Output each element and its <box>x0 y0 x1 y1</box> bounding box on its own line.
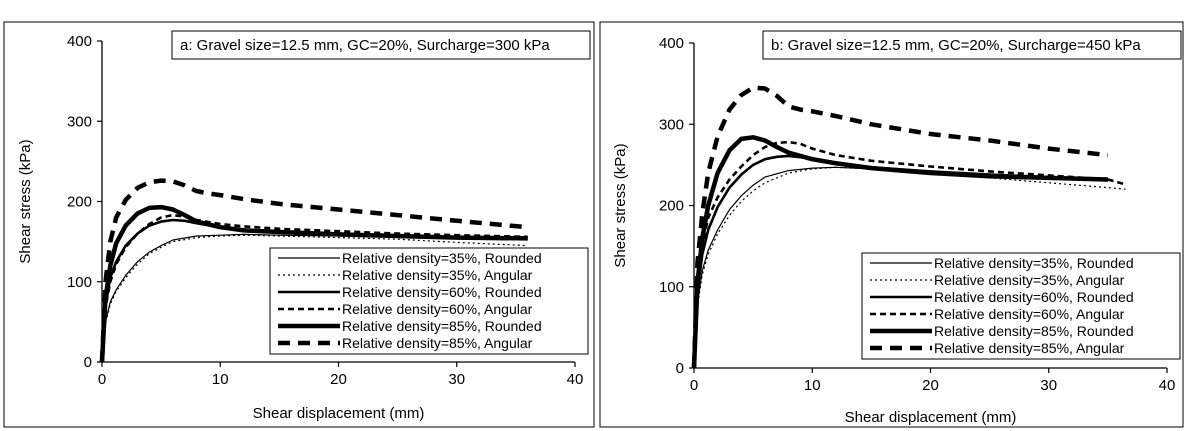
y-tick-label: 100 <box>67 274 92 291</box>
x-tick-label: 10 <box>804 377 821 394</box>
y-tick-label: 0 <box>676 360 684 377</box>
x-tick-label: 10 <box>212 371 229 388</box>
panel-title-box <box>762 30 1182 60</box>
panel-frame <box>3 21 595 428</box>
legend-label-6: Relative density=85%, Angular <box>934 340 1125 356</box>
panel-title-box <box>171 30 591 60</box>
x-axis-title: Shear displacement (mm) <box>253 405 425 422</box>
y-tick-label: 300 <box>67 113 92 130</box>
series-line-5 <box>691 135 1108 369</box>
series-line-5 <box>99 204 528 363</box>
chart-panel-a: 0 100 200 300 400 0 10 20 30 40 Shear displacement… <box>3 21 595 428</box>
x-tick-label: 0 <box>690 377 698 394</box>
legend-label-5: Relative density=85%, Rounded <box>934 323 1134 339</box>
x-tick-label: 30 <box>448 371 465 388</box>
legend-label-4: Relative density=60%, Angular <box>342 301 533 317</box>
chart-panel-b: 0 100 200 300 400 0 10 20 30 40 Shear displacement… <box>599 21 1184 428</box>
series-line-4 <box>100 213 528 363</box>
legend-box <box>269 247 589 355</box>
x-tick-label: 20 <box>922 377 939 394</box>
legend-box <box>861 252 1181 360</box>
legend-label-2: Relative density=35%, Angular <box>342 267 533 283</box>
y-tick-label: 400 <box>67 33 92 50</box>
y-tick-label: 200 <box>67 194 92 211</box>
series-line-6 <box>99 178 528 363</box>
x-tick-label: 30 <box>1040 377 1057 394</box>
x-tick-label: 40 <box>1159 377 1176 394</box>
legend-label-3: Relative density=60%, Rounded <box>934 289 1134 305</box>
series-line-6 <box>691 85 1109 369</box>
legend-label-5: Relative density=85%, Rounded <box>342 318 542 334</box>
y-tick-label: 400 <box>659 35 684 52</box>
x-tick-label: 20 <box>330 371 347 388</box>
legend-label-1: Relative density=35%, Rounded <box>934 255 1134 271</box>
legend-label-1: Relative density=35%, Rounded <box>342 250 542 266</box>
x-axis-title: Shear displacement (mm) <box>845 409 1017 426</box>
x-tick-label: 0 <box>98 371 106 388</box>
panel-title: a: Gravel size=12.5 mm, GC=20%, Surcharg… <box>180 37 550 54</box>
y-axis-title: Shear stress (kPa) <box>612 143 629 267</box>
panel-frame <box>599 21 1184 428</box>
y-axis-title: Shear stress (kPa) <box>17 139 34 263</box>
x-tick-label: 40 <box>567 371 584 388</box>
series-line-4 <box>692 140 1126 369</box>
legend-label-4: Relative density=60%, Angular <box>934 306 1125 322</box>
legend-label-2: Relative density=35%, Angular <box>934 272 1125 288</box>
legend-label-6: Relative density=85%, Angular <box>342 335 533 351</box>
series-line-2 <box>101 234 528 363</box>
y-tick-label: 300 <box>659 116 684 133</box>
legend-label-3: Relative density=60%, Rounded <box>342 284 542 300</box>
y-tick-label: 200 <box>659 198 684 215</box>
y-tick-label: 100 <box>659 279 684 296</box>
panel-title: b: Gravel size=12.5 mm, GC=20%, Surcharg… <box>771 37 1141 54</box>
y-tick-label: 0 <box>84 354 92 371</box>
